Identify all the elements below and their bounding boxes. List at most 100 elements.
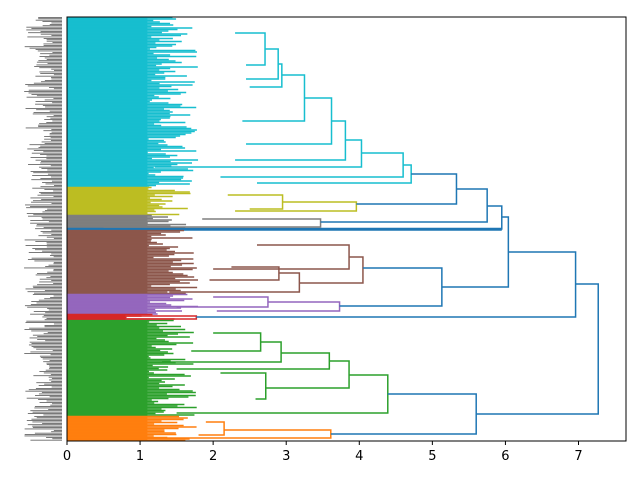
leaf-label xyxy=(28,389,62,391)
leaf-label xyxy=(26,207,63,209)
leaf-branches xyxy=(67,16,502,442)
leaf-label xyxy=(48,264,62,266)
leaf-label xyxy=(32,248,62,249)
leaf-label xyxy=(24,239,63,241)
leaf-label xyxy=(44,298,62,300)
leaf-label xyxy=(37,273,62,274)
leaf-label xyxy=(53,238,62,239)
leaf-label xyxy=(40,53,62,55)
leaf-label xyxy=(51,35,62,36)
x-axis: 0 1 2 3 4 5 6 7 xyxy=(63,441,583,464)
leaf-label xyxy=(32,425,62,427)
leaf-label xyxy=(29,327,62,329)
link-gray xyxy=(103,218,322,228)
leaf-label xyxy=(43,227,62,228)
leaf-label xyxy=(34,416,62,417)
leaf-label xyxy=(46,246,62,248)
leaf-label xyxy=(26,29,62,31)
leaf-label xyxy=(51,229,62,231)
link-above_threshold xyxy=(356,173,458,205)
link-cyan xyxy=(235,120,347,161)
leaf-label xyxy=(39,281,62,283)
leaf-label xyxy=(43,130,62,132)
leaf-label xyxy=(49,365,62,367)
leaf-label xyxy=(25,108,62,109)
leaf-label xyxy=(25,245,62,246)
leaf-label xyxy=(36,417,62,419)
leaf-label xyxy=(53,256,62,258)
leaf-label xyxy=(35,103,62,105)
leaf-label xyxy=(42,218,62,220)
leaf-label xyxy=(38,18,62,20)
leaf-label xyxy=(26,397,62,399)
leaf-label xyxy=(36,224,62,225)
leaf-label xyxy=(51,280,62,281)
leaf-label xyxy=(43,45,62,46)
leaf-label xyxy=(40,33,62,35)
leaf-label xyxy=(37,336,62,337)
dendrogram-links xyxy=(67,32,599,439)
leaf-label xyxy=(38,235,62,237)
cluster-gray xyxy=(67,214,187,229)
leaf-label xyxy=(40,186,62,188)
leaf-label xyxy=(28,344,62,346)
leaf-label xyxy=(36,225,62,227)
leaf-label xyxy=(35,19,62,21)
leaf-label xyxy=(39,71,62,73)
leaf-label xyxy=(27,291,62,293)
leaf-label xyxy=(39,56,62,57)
leaf-label xyxy=(34,407,62,409)
leaf-label xyxy=(27,148,62,150)
leaf-label xyxy=(46,158,62,160)
leaf-label xyxy=(30,304,62,305)
leaf-label xyxy=(27,424,62,426)
leaf-label xyxy=(37,50,62,52)
leaf-label xyxy=(32,334,62,336)
leaf-label xyxy=(45,340,62,342)
leaf-label xyxy=(31,257,62,259)
leaf-label xyxy=(38,385,62,386)
leaf-label xyxy=(51,131,62,133)
leaf-label xyxy=(51,378,62,379)
leaf-label xyxy=(46,59,62,60)
leaf-label xyxy=(50,117,62,119)
leaf-label xyxy=(50,297,62,298)
leaf-label xyxy=(53,196,62,197)
leaf-label xyxy=(49,360,62,361)
leaf-label xyxy=(46,243,62,245)
leaf-label xyxy=(52,350,62,351)
leaf-label xyxy=(39,192,62,193)
leaf-label xyxy=(31,346,62,347)
leaf-label xyxy=(33,150,62,151)
x-tick-label: 6 xyxy=(501,449,509,464)
leaf-label xyxy=(35,75,62,77)
x-tick-label: 5 xyxy=(428,449,436,464)
leaf-label xyxy=(44,189,62,190)
leaf-label xyxy=(48,376,62,378)
leaf-label xyxy=(42,358,62,360)
leaf-label xyxy=(31,28,62,29)
leaf-label xyxy=(24,267,63,269)
leaf-label xyxy=(24,353,62,354)
link-above_threshold xyxy=(339,267,443,307)
leaf-label xyxy=(33,214,62,216)
leaf-label xyxy=(46,122,62,123)
leaf-label xyxy=(47,169,62,171)
leaf-label xyxy=(46,362,62,364)
leaf-label xyxy=(44,138,62,140)
leaf-label xyxy=(28,252,62,253)
leaf-label xyxy=(26,420,62,421)
leaf-label xyxy=(42,182,62,183)
leaf-label xyxy=(41,81,62,83)
link-green xyxy=(191,332,262,352)
leaf-label xyxy=(38,147,62,148)
leaf-label xyxy=(39,123,62,125)
leaf-label xyxy=(48,87,62,88)
leaf-label xyxy=(51,203,62,204)
leaf-label xyxy=(49,54,62,56)
leaf-label xyxy=(25,127,62,129)
leaf-label xyxy=(43,361,62,363)
leaf-label xyxy=(53,98,62,99)
leaf-label xyxy=(41,199,62,200)
leaf-label xyxy=(26,26,62,28)
